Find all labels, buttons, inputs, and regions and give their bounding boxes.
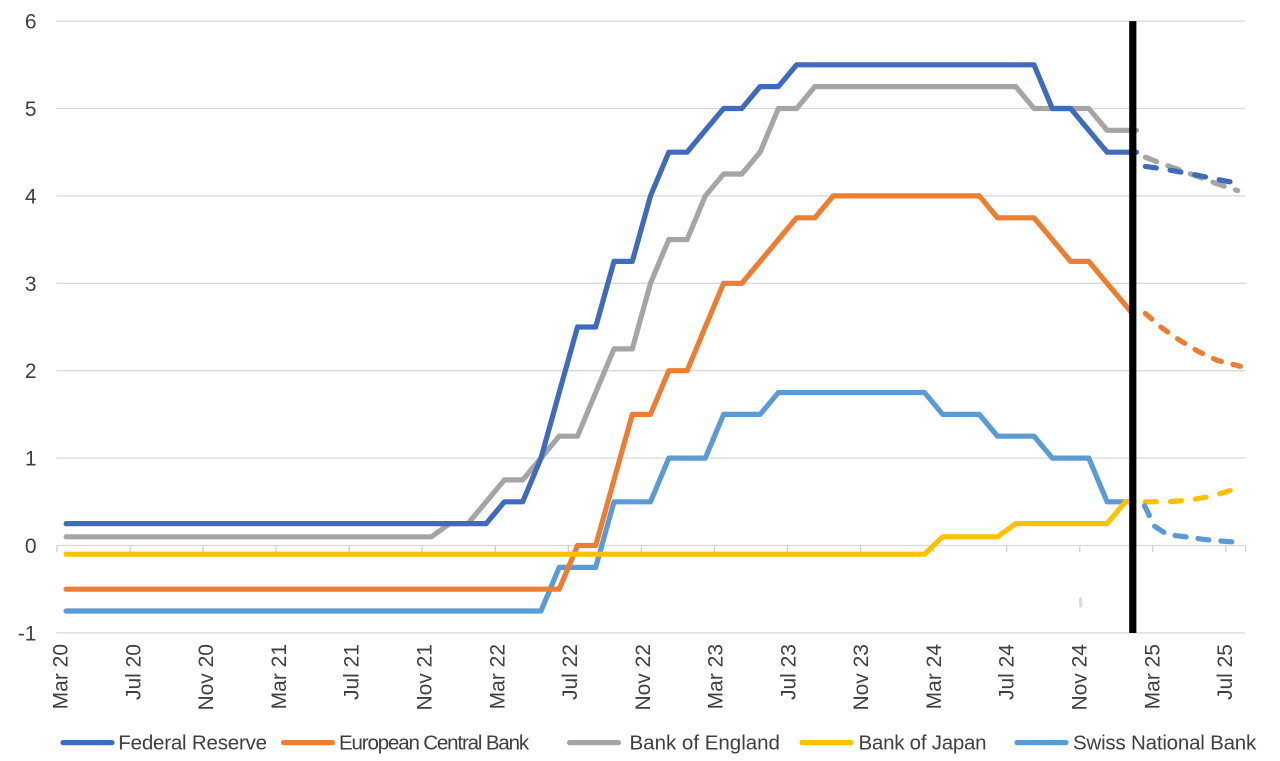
svg-text:Nov 23: Nov 23 xyxy=(850,644,873,711)
svg-text:Mar 25: Mar 25 xyxy=(1141,644,1164,709)
svg-text:Nov 22: Nov 22 xyxy=(632,644,655,711)
svg-text:Jul 23: Jul 23 xyxy=(777,644,800,700)
svg-text:Mar 24: Mar 24 xyxy=(923,644,946,710)
svg-text:-1: -1 xyxy=(18,622,37,645)
svg-text:Bank of Japan: Bank of Japan xyxy=(859,732,987,755)
svg-text:Jul 25: Jul 25 xyxy=(1214,644,1237,700)
svg-text:Mar 21: Mar 21 xyxy=(268,644,291,709)
svg-text:Jul 21: Jul 21 xyxy=(341,644,364,700)
svg-text:Jul 24: Jul 24 xyxy=(996,644,1019,700)
svg-text:Mar 20: Mar 20 xyxy=(50,644,73,709)
svg-text:Nov 20: Nov 20 xyxy=(195,644,218,711)
svg-text:Mar 23: Mar 23 xyxy=(705,644,728,709)
svg-text:Federal Reserve: Federal Reserve xyxy=(118,732,267,755)
svg-text:1: 1 xyxy=(25,448,37,471)
svg-text:3: 3 xyxy=(25,273,37,296)
svg-text:Nov 24: Nov 24 xyxy=(1069,644,1092,711)
svg-text:Bank of England: Bank of England xyxy=(630,732,780,755)
svg-text:0: 0 xyxy=(25,535,37,558)
svg-text:4: 4 xyxy=(25,185,37,208)
svg-text:Nov 21: Nov 21 xyxy=(414,644,437,711)
svg-text:Jul 22: Jul 22 xyxy=(559,644,582,700)
svg-text:2: 2 xyxy=(25,360,37,383)
svg-text:Swiss National Bank: Swiss National Bank xyxy=(1073,732,1257,755)
svg-text:5: 5 xyxy=(25,98,37,121)
svg-text:Jul 20: Jul 20 xyxy=(122,644,145,700)
svg-text:Mar 22: Mar 22 xyxy=(486,644,509,709)
svg-text:European Central Bank: European Central Bank xyxy=(339,732,530,755)
svg-text:6: 6 xyxy=(25,11,37,34)
